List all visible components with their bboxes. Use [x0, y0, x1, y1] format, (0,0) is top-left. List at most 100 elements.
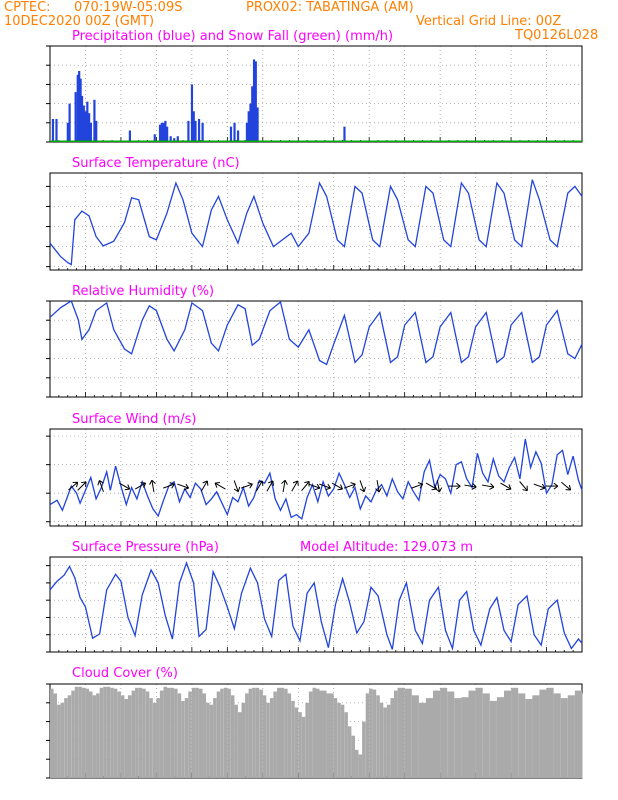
precip-bar	[343, 126, 346, 142]
wind-arrow-shaft	[519, 481, 528, 492]
cloud-bar	[454, 698, 462, 778]
cloud-bar	[209, 704, 214, 778]
cloud-bar	[252, 687, 256, 778]
cloud-bar	[358, 754, 363, 778]
cloud-bar	[81, 687, 86, 778]
precip-bar	[229, 126, 233, 142]
wind-arrow-shaft	[301, 481, 310, 492]
precip-bar	[55, 118, 58, 142]
cloud-bar	[287, 693, 292, 778]
cloud-bar	[71, 690, 75, 778]
wind-arrow-shaft	[425, 482, 437, 490]
cloud-bar	[142, 688, 146, 778]
wind-arrow	[134, 482, 147, 490]
wind-arrow-head	[471, 483, 477, 490]
rh-panel	[46, 300, 583, 398]
precip-frame	[49, 45, 583, 143]
cloud-bar	[128, 695, 132, 778]
wind-arrow	[233, 480, 241, 493]
cloud-bar	[312, 687, 316, 778]
wind-arrow	[500, 482, 512, 491]
wind-arrow-head	[375, 487, 382, 493]
precip-bar	[201, 122, 204, 142]
cloud-bar	[57, 704, 61, 778]
cloud-bar	[124, 699, 128, 778]
wind-arrow	[435, 480, 443, 493]
cloud-bar	[316, 688, 320, 778]
cloud-bar	[248, 688, 253, 778]
cloud-bar	[131, 690, 136, 778]
precip-bar	[247, 111, 250, 142]
cloud-bar	[202, 693, 206, 778]
precip-bar	[233, 122, 236, 142]
pres-model-altitude: Model Altitude: 129.073 m	[300, 540, 474, 555]
precip-bar	[169, 136, 172, 142]
cloud-bar	[60, 702, 65, 778]
cloud-bar	[404, 688, 412, 778]
precip-bar	[173, 138, 176, 142]
wind-arrow	[448, 482, 461, 490]
temp-frame	[49, 172, 583, 271]
wind-arrow	[464, 483, 477, 490]
precip-bar	[84, 111, 87, 142]
pres-frame	[49, 556, 583, 653]
precip-bar	[74, 92, 77, 142]
cloud-bar	[461, 697, 469, 778]
cloud-bar	[159, 690, 164, 778]
cloud-bar	[167, 687, 171, 778]
wind-arrow	[119, 482, 131, 491]
cloud-bar	[78, 686, 82, 778]
wind-arrow-shaft	[119, 482, 130, 490]
wind-arrow	[255, 480, 264, 492]
precip-bar	[68, 103, 71, 142]
cloud-bar	[99, 687, 104, 778]
wind-arrow-head	[350, 482, 356, 489]
cloud-bar	[163, 686, 167, 778]
wind-arrow-head	[81, 481, 87, 487]
precip-bar	[194, 120, 197, 142]
cloud-bar	[156, 698, 160, 778]
wind-arrow	[240, 482, 253, 489]
wind-arrow-head	[435, 487, 443, 493]
wind-arrow-head	[337, 484, 343, 491]
wind-arrow-head	[359, 486, 367, 493]
wind-arrow-head	[553, 482, 559, 490]
cloud-bar	[53, 693, 57, 778]
cloud-bar	[326, 693, 334, 778]
cloud-bar	[120, 695, 125, 778]
precip-bar	[80, 95, 84, 142]
cloud-bar	[496, 697, 504, 778]
cloud-bar	[365, 693, 370, 778]
cloud-bar	[301, 716, 306, 778]
cloud-bar	[447, 691, 455, 778]
cloud-bar	[539, 689, 547, 778]
cloud-bar	[188, 691, 192, 778]
cloud-bar	[181, 700, 185, 778]
temperature-line	[49, 179, 583, 266]
temp-title: Surface Temperature (nC)	[72, 156, 240, 171]
rh-title: Relative Humidity (%)	[72, 284, 215, 299]
precip-bar	[158, 124, 162, 142]
cloud-bar	[113, 688, 118, 778]
wind-arrow	[308, 483, 321, 491]
wind-arrow-shaft	[134, 482, 146, 490]
header-source: CPTEC:	[4, 0, 51, 15]
wind-arrow-head	[489, 483, 495, 490]
wind-arrow-head	[455, 482, 461, 490]
wind-arrow-shaft	[291, 480, 299, 492]
header-code: TQ0126L028	[515, 28, 599, 43]
cloud-bar	[262, 695, 267, 778]
wind-arrow-shaft	[98, 480, 104, 492]
cloud-bar	[475, 687, 483, 778]
wind-arrow-shaft	[464, 484, 477, 488]
cloud-bar	[103, 686, 107, 778]
cloud-bar	[184, 698, 189, 778]
cloud-bar	[74, 686, 79, 778]
wind-arrow-head	[202, 480, 209, 486]
cloud-bar	[298, 712, 302, 778]
cloud-bar	[67, 695, 72, 778]
cloud-bar	[227, 688, 231, 778]
cloud-bar	[291, 700, 295, 778]
precip-bar	[162, 122, 165, 142]
